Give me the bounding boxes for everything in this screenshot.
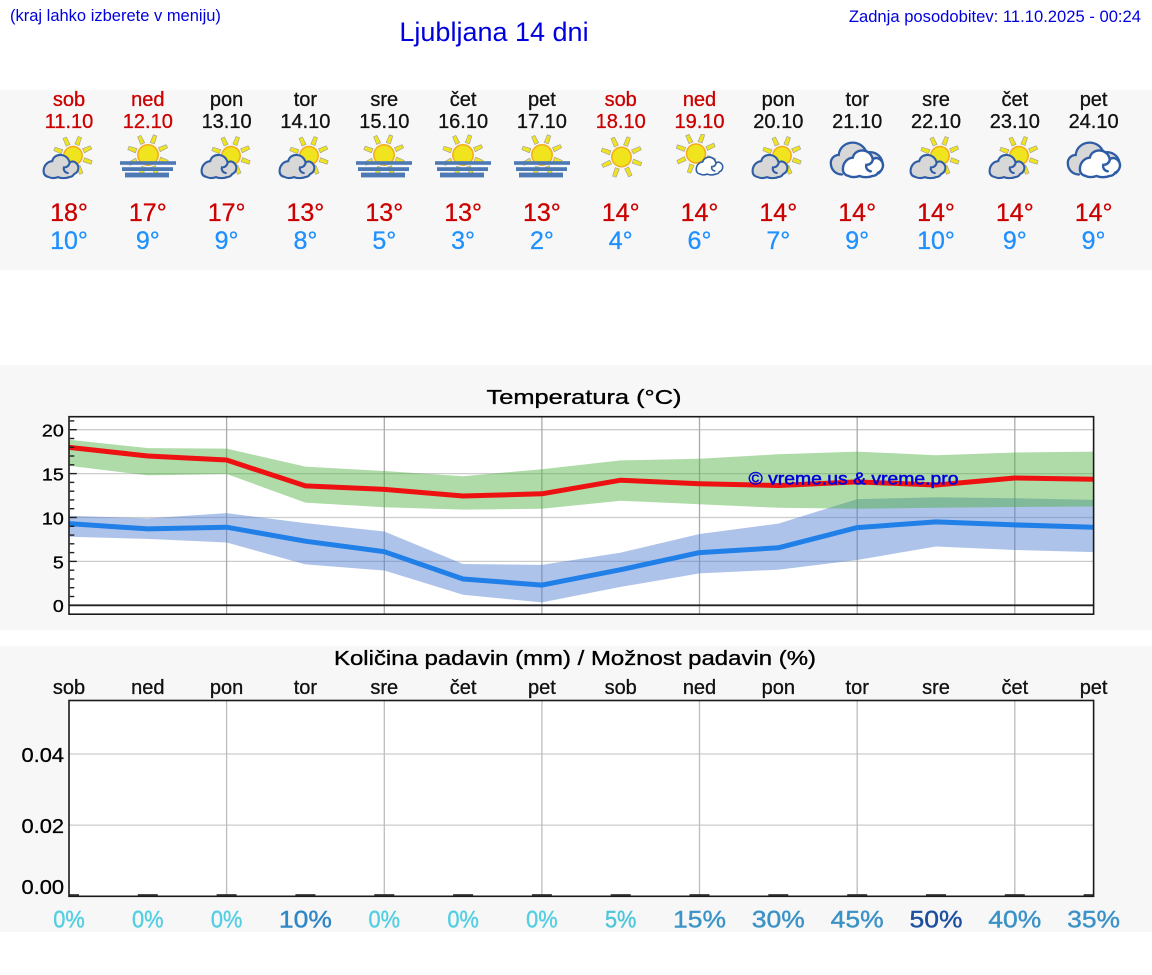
- svg-text:čet: čet: [450, 677, 477, 699]
- svg-text:0.00: 0.00: [22, 877, 65, 899]
- svg-text:15%: 15%: [673, 906, 726, 933]
- svg-text:tor: tor: [294, 677, 318, 699]
- svg-text:10: 10: [42, 508, 64, 528]
- svg-text:pon: pon: [762, 677, 795, 699]
- svg-text:0%: 0%: [369, 906, 401, 933]
- svg-text:10%: 10%: [279, 906, 332, 933]
- svg-text:čet: čet: [1001, 677, 1028, 699]
- svg-text:0.02: 0.02: [22, 816, 65, 838]
- svg-text:ned: ned: [683, 677, 716, 699]
- svg-text:sre: sre: [922, 677, 950, 699]
- svg-text:45%: 45%: [831, 906, 884, 933]
- svg-text:5: 5: [53, 552, 64, 572]
- svg-text:ned: ned: [131, 677, 164, 699]
- svg-text:sob: sob: [605, 677, 637, 699]
- svg-text:sre: sre: [370, 677, 398, 699]
- svg-text:50%: 50%: [910, 906, 963, 933]
- svg-text:pet: pet: [528, 677, 556, 699]
- svg-text:20: 20: [42, 421, 64, 441]
- svg-text:35%: 35%: [1067, 906, 1120, 933]
- svg-text:0%: 0%: [53, 906, 85, 933]
- svg-text:0%: 0%: [132, 906, 164, 933]
- svg-text:Temperatura (°C): Temperatura (°C): [487, 386, 682, 409]
- svg-text:pet: pet: [1080, 677, 1108, 699]
- svg-text:5%: 5%: [605, 906, 637, 933]
- svg-text:0: 0: [53, 596, 64, 616]
- svg-text:15: 15: [42, 465, 64, 485]
- svg-text:0%: 0%: [526, 906, 558, 933]
- svg-text:Količina padavin (mm) / Možnos: Količina padavin (mm) / Možnost padavin …: [334, 647, 816, 670]
- svg-text:© vreme.us & vreme.pro: © vreme.us & vreme.pro: [749, 469, 959, 489]
- svg-text:0%: 0%: [211, 906, 243, 933]
- svg-text:30%: 30%: [752, 906, 805, 933]
- svg-text:0.04: 0.04: [22, 745, 65, 767]
- svg-text:0%: 0%: [447, 906, 479, 933]
- svg-text:sob: sob: [53, 677, 85, 699]
- svg-text:40%: 40%: [988, 906, 1041, 933]
- svg-text:pon: pon: [210, 677, 243, 699]
- svg-text:tor: tor: [846, 677, 870, 699]
